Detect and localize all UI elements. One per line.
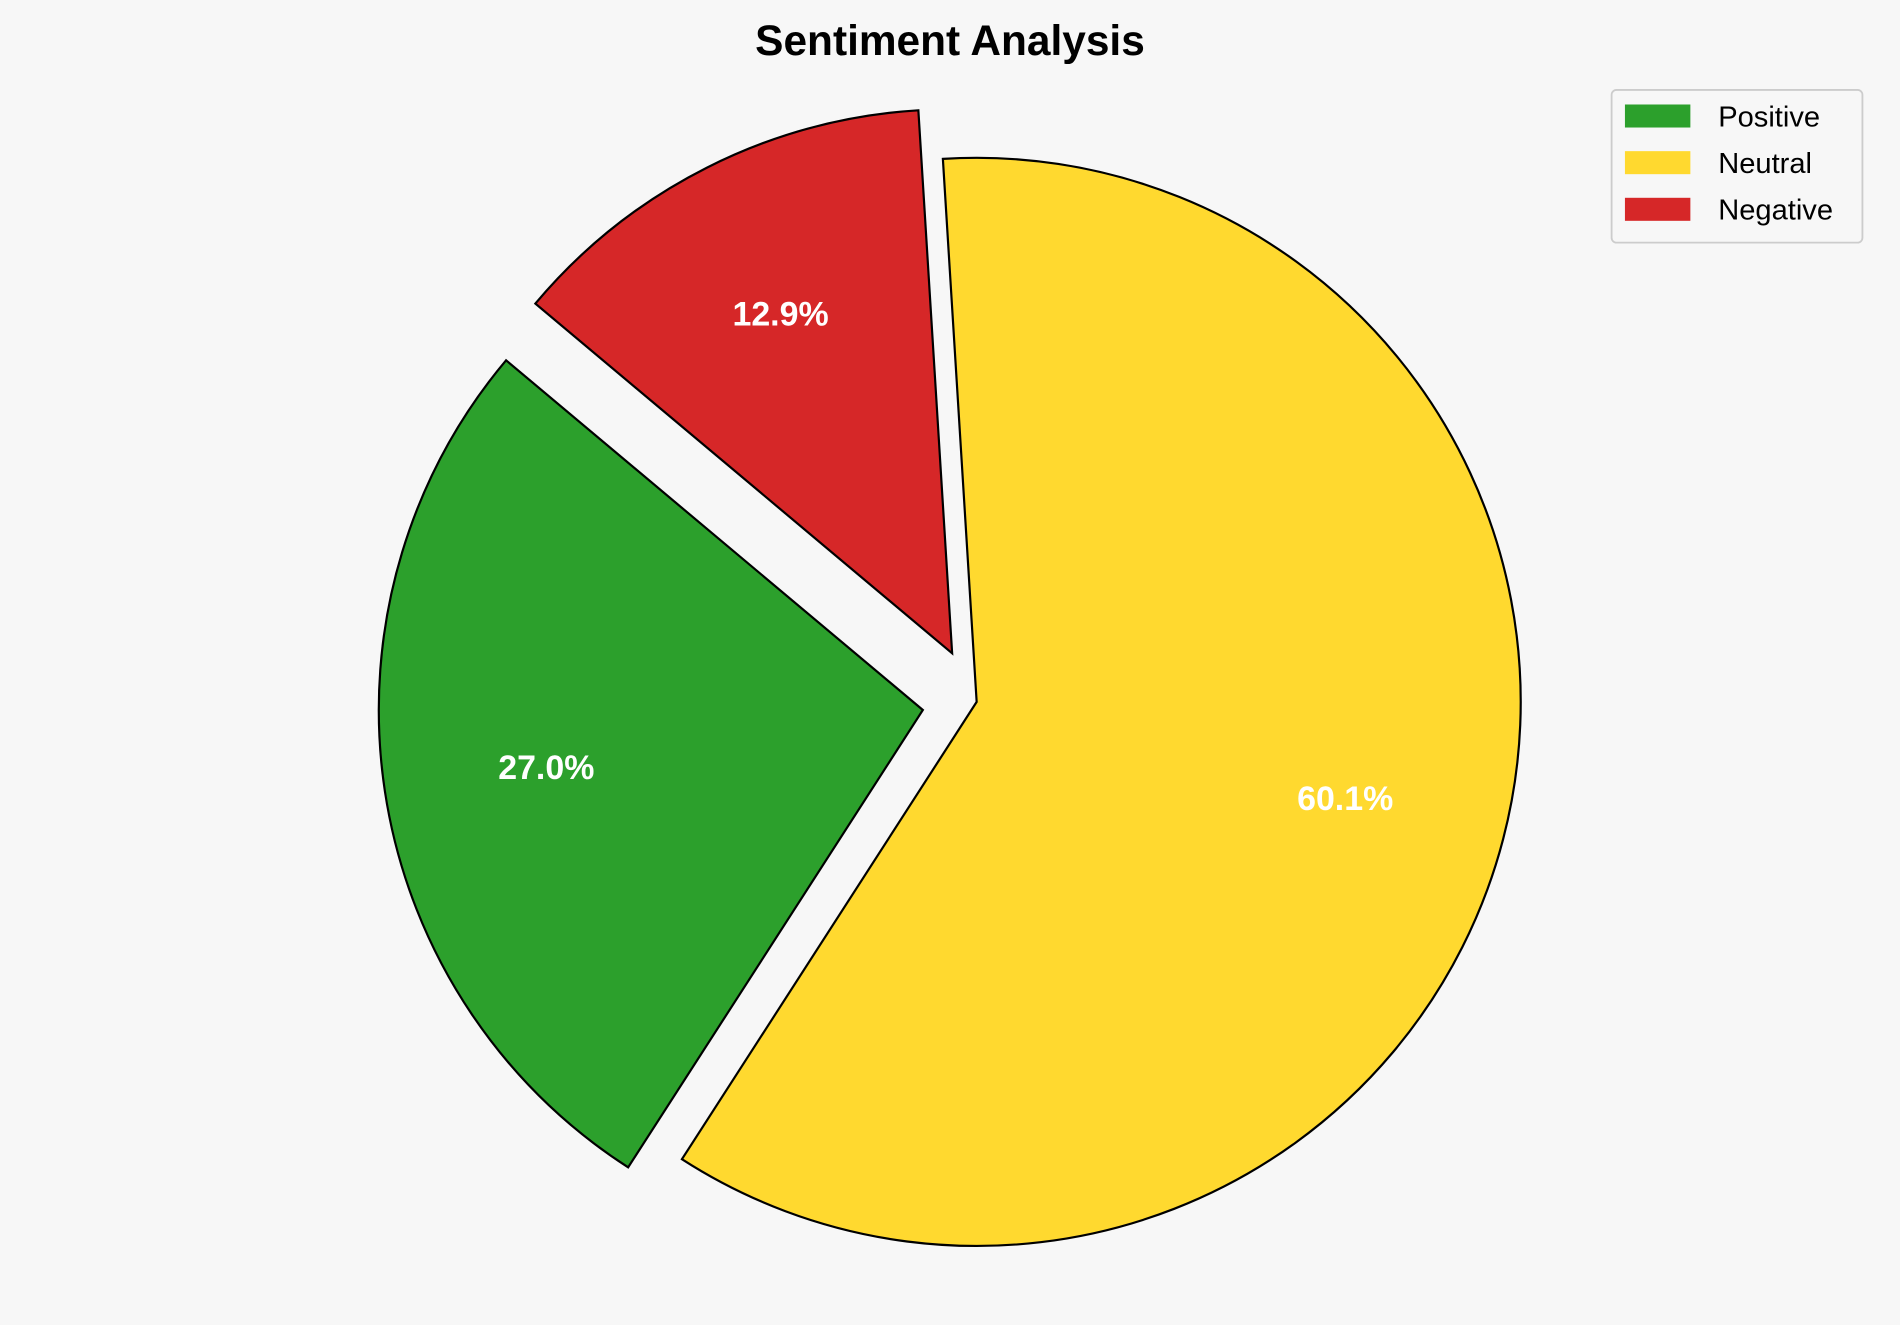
legend-swatch-negative bbox=[1624, 197, 1691, 221]
slice-negative bbox=[533, 109, 954, 656]
legend-swatch-positive bbox=[1624, 104, 1691, 128]
data-label-negative: 12.9% bbox=[732, 295, 828, 333]
legend-label-neutral: Neutral bbox=[1718, 148, 1812, 180]
pie-labels: 27.0% 60.1% 12.9% bbox=[498, 295, 1393, 818]
legend-label-negative: Negative bbox=[1718, 195, 1833, 227]
chart-title: Sentiment Analysis bbox=[755, 17, 1145, 64]
slice-neutral bbox=[680, 156, 1522, 1248]
slice-positive bbox=[377, 358, 925, 1169]
pie-slices bbox=[377, 109, 1522, 1248]
legend: Positive Neutral Negative bbox=[1610, 89, 1864, 244]
data-label-neutral: 60.1% bbox=[1297, 780, 1393, 818]
legend-label-positive: Positive bbox=[1718, 101, 1820, 133]
legend-swatch-neutral bbox=[1624, 151, 1691, 175]
data-label-positive: 27.0% bbox=[498, 749, 594, 787]
